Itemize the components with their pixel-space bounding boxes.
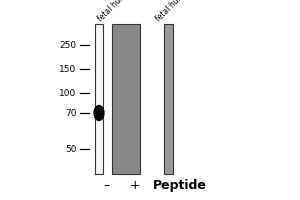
Bar: [164, 24, 172, 174]
Text: fetal human brain: fetal human brain: [96, 0, 151, 23]
Text: 100: 100: [59, 88, 76, 98]
Text: –: –: [103, 179, 109, 192]
Bar: [94, 24, 103, 174]
Ellipse shape: [94, 106, 104, 120]
Text: 150: 150: [59, 64, 76, 73]
Bar: [112, 24, 140, 174]
Text: Peptide: Peptide: [153, 179, 207, 192]
Text: 70: 70: [65, 108, 76, 117]
Text: 250: 250: [59, 40, 76, 49]
Text: +: +: [130, 179, 140, 192]
Text: 50: 50: [65, 144, 76, 154]
Text: fetal human brain: fetal human brain: [154, 0, 209, 23]
